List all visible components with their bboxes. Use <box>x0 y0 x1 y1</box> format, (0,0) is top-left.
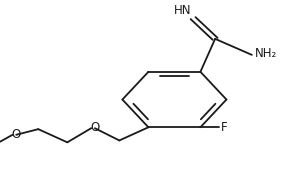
Text: O: O <box>12 128 21 141</box>
Text: NH₂: NH₂ <box>255 47 277 60</box>
Text: O: O <box>90 121 99 134</box>
Text: HN: HN <box>174 4 192 17</box>
Text: F: F <box>221 121 228 134</box>
